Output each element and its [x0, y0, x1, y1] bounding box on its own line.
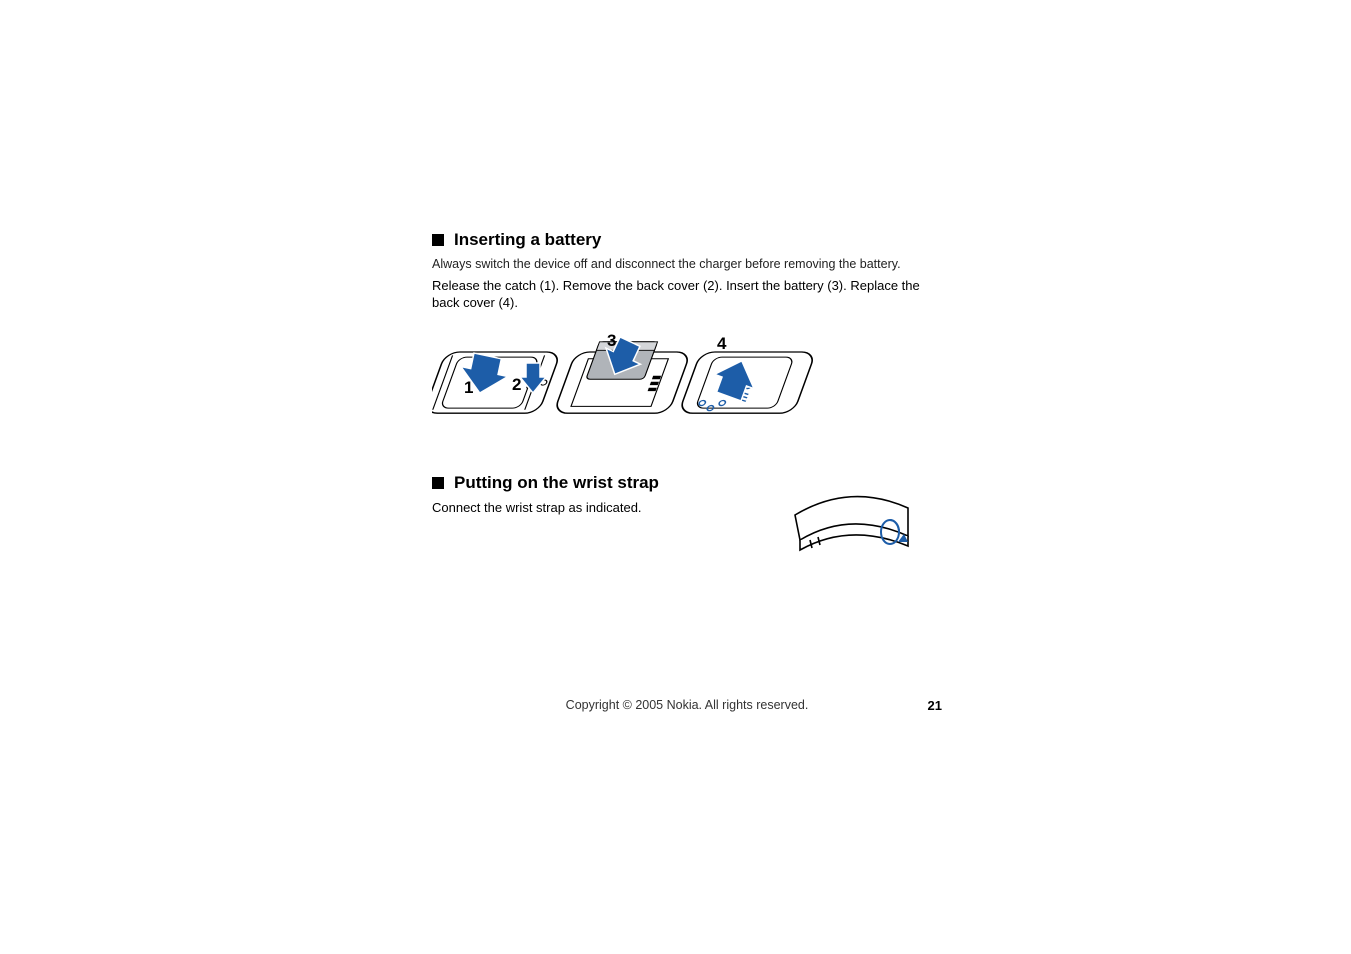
step-number-4: 4: [717, 334, 727, 353]
bullet-icon: [432, 477, 444, 489]
page-number: 21: [928, 698, 942, 713]
bullet-icon: [432, 234, 444, 246]
step-number-3: 3: [607, 331, 616, 350]
step-number-1: 1: [464, 378, 473, 397]
battery-steps-figure: 1 2: [432, 320, 942, 445]
heading-text-battery: Inserting a battery: [454, 230, 601, 250]
battery-instruction-body: Release the catch (1). Remove the back c…: [432, 277, 942, 312]
battery-steps-svg: 1 2: [432, 320, 832, 440]
page: Inserting a battery Always switch the de…: [0, 0, 1351, 954]
copyright-text: Copyright © 2005 Nokia. All rights reser…: [566, 698, 809, 712]
wrist-strap-svg: [790, 490, 910, 570]
section-heading-battery: Inserting a battery: [432, 230, 942, 250]
wrist-strap-figure: [790, 490, 910, 570]
content-column: Inserting a battery Always switch the de…: [432, 230, 942, 525]
battery-warning-note: Always switch the device off and disconn…: [432, 256, 942, 273]
step-number-2: 2: [512, 375, 521, 394]
heading-text-strap: Putting on the wrist strap: [454, 473, 659, 493]
